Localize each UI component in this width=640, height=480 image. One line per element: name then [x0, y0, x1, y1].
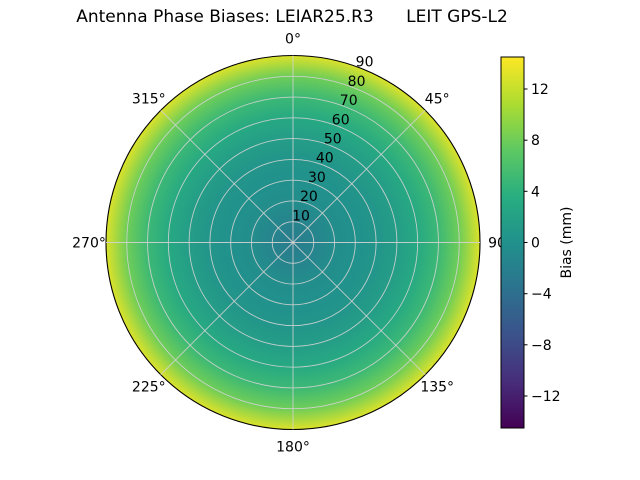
grid-spoke — [160, 242, 294, 376]
polar-grid — [106, 55, 480, 430]
colorbar-tick-label: 12 — [531, 82, 549, 98]
radial-tick-label: 70 — [340, 93, 358, 109]
colorbar-tick-label: 8 — [531, 133, 540, 149]
grid-spoke — [160, 109, 294, 243]
theta-tick-labels: 0° 45° 90 135° 180° 225° 270° 315° — [72, 32, 506, 456]
radial-tick-label: 30 — [308, 170, 326, 186]
theta-tick-label: 270° — [72, 236, 106, 252]
theta-tick-label: 135° — [420, 380, 454, 396]
grid-spoke — [292, 242, 426, 376]
radial-tick-label: 40 — [316, 151, 334, 167]
radial-tick-label: 10 — [292, 208, 310, 224]
radial-tick-label: 50 — [324, 132, 342, 148]
radial-tick-label: 60 — [332, 112, 350, 128]
colorbar-tick-label: −4 — [531, 287, 552, 303]
theta-tick-label: 45° — [425, 91, 450, 107]
colorbar — [500, 56, 525, 429]
radial-tick-label: 80 — [348, 74, 366, 90]
radial-tick-label: 20 — [300, 189, 318, 205]
colorbar-label: Bias (mm) — [559, 206, 575, 278]
chart-title: Antenna Phase Biases: LEIAR25.R3 LEIT GP… — [76, 7, 508, 27]
theta-tick-label: 180° — [276, 440, 310, 456]
theta-tick-label: 315° — [132, 91, 166, 107]
theta-tick-label: 225° — [132, 380, 166, 396]
grid-spoke — [292, 109, 426, 243]
colorbar-tick-label: −8 — [531, 338, 552, 354]
radial-tick-label: 90 — [356, 55, 374, 71]
colorbar-tick-label: −12 — [531, 389, 561, 405]
colorbar-tick-label: 0 — [531, 236, 540, 252]
theta-tick-label: 0° — [285, 32, 301, 48]
radial-tick-labels: 10 20 30 40 50 60 70 80 90 — [292, 55, 373, 225]
colorbar-tick-label: 4 — [531, 184, 540, 200]
colorbar-ticks: 12 8 4 0 −4 −8 −12 — [524, 82, 561, 405]
